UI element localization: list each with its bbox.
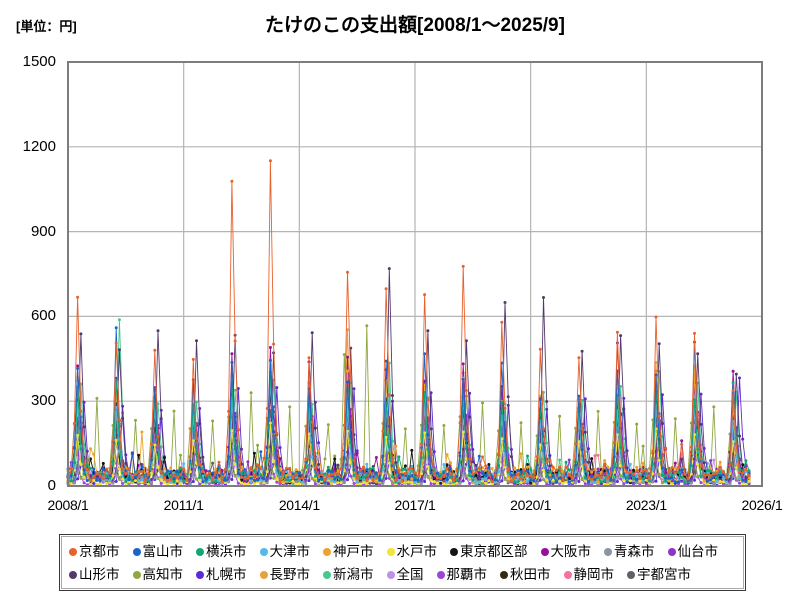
chart-title: たけのこの支出額[2008/1～2025/9]	[265, 15, 565, 36]
legend-label: 長野市	[269, 566, 311, 582]
legend-item: 高知市	[132, 566, 184, 583]
y-tick-label: 0	[47, 477, 56, 494]
legend-dot	[132, 570, 141, 579]
legend-dot	[627, 570, 635, 579]
legend-dot	[386, 570, 395, 579]
legend-label: 神戸市	[333, 543, 374, 559]
legend-item: 静岡市	[563, 566, 615, 583]
legend-item: 東京都区部	[450, 544, 528, 560]
legend-dot	[259, 570, 268, 579]
legend-item: 青森市	[604, 544, 655, 560]
series-markers-4	[66, 360, 751, 484]
series-line-2	[67, 371, 750, 483]
legend-dot	[436, 570, 445, 579]
legend-item: 富山市	[132, 543, 184, 560]
legend-dot	[540, 547, 549, 556]
series-line-11	[67, 325, 750, 484]
legend-item: 横浜市	[196, 544, 247, 560]
legend-label: 水戸市	[396, 543, 438, 559]
x-tick-label: 2011/1	[163, 497, 204, 513]
legend-label: 大津市	[269, 543, 311, 559]
legend-item: 仙台市	[667, 543, 719, 560]
legend-item: 京都市	[69, 544, 120, 560]
x-tick-label: 2023/1	[625, 497, 667, 513]
legend-item: 神戸市	[323, 544, 374, 560]
legend-dot	[196, 547, 204, 556]
legend-label: 全国	[396, 566, 424, 582]
x-tick-label: 2008/1	[47, 497, 89, 513]
series-markers-10	[66, 267, 751, 486]
x-tick-label: 2020/1	[510, 497, 552, 513]
legend-dot	[323, 547, 331, 556]
legend-label: 札幌市	[206, 566, 247, 582]
series-markers-2	[66, 370, 751, 484]
x-tick-label: 2026/1	[741, 497, 783, 513]
legend-row: 京都市 富山市 横浜市 大津市 神戸市 水戸市 東京都区部 大阪市 青森市 仙台市	[69, 540, 736, 563]
legend-dot	[323, 570, 331, 579]
y-tick-label: 900	[30, 222, 56, 240]
legend-item: 長野市	[259, 566, 311, 583]
legend-item: 大津市	[259, 543, 311, 560]
legend-dot	[604, 547, 612, 556]
legend-label: 静岡市	[573, 566, 615, 582]
legend-row: 山形市 高知市 札幌市 長野市 新潟市 全国 那覇市 秋田市 静岡市 宇都宮市	[69, 563, 736, 586]
legend-dot	[259, 547, 268, 556]
legend-dot	[667, 547, 676, 556]
series-markers-1	[66, 326, 751, 484]
x-tick-label: 2014/1	[278, 497, 320, 513]
x-tick-label: 2017/1	[394, 497, 436, 513]
series-line-1	[67, 327, 750, 483]
legend-label: 秋田市	[510, 566, 551, 582]
legend-label: 東京都区部	[460, 543, 528, 559]
series-markers-7	[66, 341, 751, 485]
legend-dot	[563, 570, 572, 579]
legend-dot	[196, 570, 204, 579]
y-tick-label: 600	[30, 307, 56, 325]
series-markers-13	[66, 328, 751, 485]
legend: 京都市 富山市 横浜市 大津市 神戸市 水戸市 東京都区部 大阪市 青森市 仙台市山形市 高知市 札幌…	[59, 534, 746, 591]
plot-border	[67, 61, 763, 487]
legend-item: 新潟市	[323, 567, 374, 583]
series-line-13	[67, 329, 750, 484]
legend-item: 那覇市	[436, 566, 488, 583]
legend-dot	[450, 547, 458, 556]
legend-item: 水戸市	[386, 543, 438, 560]
legend-label: 那覇市	[446, 566, 488, 582]
series-line-7	[67, 342, 750, 484]
legend-label: 山形市	[79, 566, 120, 582]
legend-label: 仙台市	[677, 543, 719, 559]
legend-dot	[69, 570, 77, 579]
legend-item: 秋田市	[500, 567, 551, 583]
legend-item: 札幌市	[196, 567, 247, 583]
legend-item: 大阪市	[540, 543, 592, 560]
legend-item: 山形市	[69, 567, 120, 583]
unit-label: [単位：円]	[16, 19, 77, 34]
legend-label: 京都市	[79, 543, 120, 559]
legend-dot	[69, 547, 77, 556]
series-line-4	[67, 361, 750, 483]
y-tick-label: 1200	[22, 137, 56, 155]
legend-item: 宇都宮市	[627, 567, 691, 583]
legend-item: 全国	[386, 566, 424, 583]
series-markers-0	[66, 159, 751, 484]
legend-dot	[386, 547, 395, 556]
legend-label: 横浜市	[206, 543, 247, 559]
legend-label: 大阪市	[550, 543, 592, 559]
legend-dot	[500, 570, 508, 579]
legend-label: 高知市	[142, 566, 184, 582]
legend-dot	[132, 547, 141, 556]
legend-label: 富山市	[142, 543, 184, 559]
series-line-10	[67, 268, 750, 485]
series-line-0	[67, 160, 750, 483]
legend-label: 新潟市	[333, 566, 374, 582]
legend-label: 青森市	[614, 543, 655, 559]
y-tick-label: 300	[30, 392, 56, 410]
y-tick-label: 1500	[22, 53, 56, 70]
series-markers-11	[66, 324, 751, 485]
legend-label: 宇都宮市	[637, 566, 691, 582]
